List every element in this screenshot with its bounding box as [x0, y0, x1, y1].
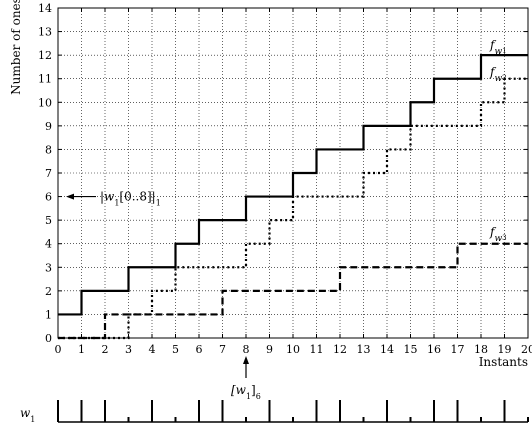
- word-label-sub: 1: [30, 415, 35, 424]
- x-tick-label: 9: [266, 343, 273, 356]
- series-line: [58, 54, 528, 316]
- bottom-arrow-head: [243, 356, 249, 364]
- x-tick-label: 10: [286, 343, 300, 356]
- bottom-annotation-sub2: 6: [256, 392, 261, 401]
- series-label-sub: w: [494, 74, 502, 84]
- word-strip: w1: [20, 400, 529, 424]
- x-tick-label: 15: [404, 343, 418, 356]
- left-annotation-label: |w1[0..8]|1: [100, 190, 161, 208]
- y-axis-title: Number of ones: [9, 0, 23, 95]
- series-label: fw3: [489, 225, 507, 244]
- bottom-annotation-base: [w: [231, 383, 247, 397]
- x-tick-label: 2: [102, 343, 109, 356]
- series-label-subsub: 1: [502, 47, 506, 55]
- y-tick-label: 9: [45, 120, 52, 133]
- series-label-base: f: [489, 65, 497, 79]
- x-tick-label: 16: [427, 343, 441, 356]
- series-label-sub: w: [494, 47, 502, 57]
- left-annotation-sub2: 1: [156, 198, 161, 207]
- x-tick-label: 1: [78, 343, 85, 356]
- y-tick-label: 13: [38, 26, 52, 39]
- y-tick-label: 8: [45, 143, 52, 156]
- left-arrow-head: [66, 193, 74, 200]
- y-tick-label: 14: [38, 2, 52, 15]
- word-label-base: w: [20, 406, 31, 420]
- y-tick-label: 4: [45, 238, 52, 251]
- x-tick-label: 11: [310, 343, 324, 356]
- bottom-annotation-sub: 1: [246, 392, 251, 401]
- series-group: [58, 54, 528, 340]
- y-tick-label: 3: [45, 261, 52, 274]
- x-tick-label: 5: [172, 343, 179, 356]
- series-label-base: f: [489, 38, 497, 52]
- y-tick-label: 10: [38, 96, 52, 109]
- bottom-annotation-mid: ]: [251, 383, 256, 397]
- x-tick-label: 18: [474, 343, 488, 356]
- series-label: fw1: [489, 38, 507, 57]
- axis-ticks: 0 1 2 3 4 5 6 7 8 9 10 11 12 13 14 15 16 17 18 19 2001234567…: [38, 2, 532, 356]
- annotations: |w1[0..8]|1[w1]6: [66, 190, 261, 401]
- x-tick-label: 13: [357, 343, 371, 356]
- x-tick-label: 14: [380, 343, 394, 356]
- left-annotation-base: |w: [100, 190, 115, 204]
- word-label: w1: [20, 406, 35, 424]
- x-tick-label: 19: [498, 343, 512, 356]
- series-line: [58, 242, 528, 340]
- y-tick-label: 7: [45, 167, 52, 180]
- x-tick-label: 6: [196, 343, 203, 356]
- series-label-subsub: 3: [502, 234, 506, 242]
- left-annotation-mid: [0..8]|: [119, 190, 155, 204]
- bottom-annotation-label: [w1]6: [231, 383, 261, 401]
- x-tick-label: 17: [451, 343, 465, 356]
- x-tick-label: 4: [149, 343, 156, 356]
- y-tick-label: 2: [45, 285, 52, 298]
- left-annotation-sub: 1: [114, 198, 119, 207]
- x-tick-label: 20: [521, 343, 532, 356]
- y-tick-label: 6: [45, 191, 52, 204]
- x-tick-label: 12: [333, 343, 347, 356]
- series-label-base: f: [489, 225, 497, 239]
- series-label-subsub: 2: [502, 74, 506, 82]
- y-tick-label: 12: [38, 49, 52, 62]
- y-tick-label: 11: [38, 73, 52, 86]
- x-tick-label: 8: [243, 343, 250, 356]
- x-tick-label: 3: [125, 343, 132, 356]
- x-axis-title: Instants: [479, 355, 528, 369]
- series-label-sub: w: [494, 234, 502, 244]
- series-label: fw2: [489, 65, 507, 84]
- x-tick-label: 7: [219, 343, 226, 356]
- x-tick-label: 0: [55, 343, 62, 356]
- series-line: [58, 77, 528, 340]
- y-tick-label: 0: [45, 332, 52, 345]
- y-tick-label: 1: [45, 308, 52, 321]
- y-tick-label: 5: [45, 214, 52, 227]
